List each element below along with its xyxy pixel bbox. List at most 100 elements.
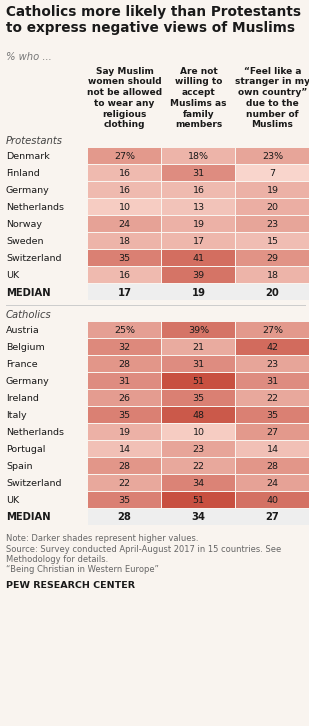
Bar [162, 424, 235, 440]
Text: 24: 24 [118, 220, 130, 229]
Bar [236, 424, 309, 440]
Text: Norway: Norway [6, 220, 42, 229]
Text: Source: Survey conducted April-August 2017 in 15 countries. See: Source: Survey conducted April-August 20… [6, 544, 281, 553]
Text: % who ...: % who ... [6, 52, 52, 62]
Text: MEDIAN: MEDIAN [6, 287, 51, 298]
Bar [88, 284, 309, 300]
Bar [162, 165, 235, 181]
Bar [162, 233, 235, 249]
Text: Catholics: Catholics [6, 310, 52, 320]
Text: 34: 34 [192, 513, 205, 523]
Text: Germany: Germany [6, 377, 50, 386]
Bar [88, 492, 161, 508]
Text: 41: 41 [193, 254, 205, 263]
Bar [236, 492, 309, 508]
Bar [162, 216, 235, 232]
Text: 17: 17 [117, 287, 132, 298]
Text: Switzerland: Switzerland [6, 479, 61, 488]
Text: Netherlands: Netherlands [6, 203, 64, 212]
Text: 35: 35 [193, 394, 205, 403]
Text: Austria: Austria [6, 326, 40, 335]
Text: 29: 29 [266, 254, 278, 263]
Text: Netherlands: Netherlands [6, 428, 64, 437]
Text: 26: 26 [118, 394, 130, 403]
Bar [88, 250, 161, 266]
Bar [88, 216, 161, 232]
Text: Spain: Spain [6, 462, 32, 471]
Text: 31: 31 [266, 377, 278, 386]
Bar [236, 458, 309, 474]
Bar [88, 165, 161, 181]
Text: 21: 21 [193, 343, 205, 352]
Text: 10: 10 [118, 203, 130, 212]
Text: “Being Christian in Western Europe”: “Being Christian in Western Europe” [6, 566, 159, 574]
Text: 19: 19 [118, 428, 130, 437]
Bar [162, 267, 235, 283]
Text: 32: 32 [118, 343, 131, 352]
Text: 27%: 27% [114, 152, 135, 161]
Text: Italy: Italy [6, 411, 27, 420]
Bar [236, 233, 309, 249]
Text: 51: 51 [193, 496, 205, 505]
Text: “Feel like a
stranger in my
own country”
due to the
number of
Muslims: “Feel like a stranger in my own country”… [235, 67, 309, 129]
Text: 14: 14 [266, 445, 278, 454]
Text: 10: 10 [193, 428, 205, 437]
Text: 23: 23 [193, 445, 205, 454]
Bar [88, 424, 161, 440]
Text: 20: 20 [266, 287, 279, 298]
Bar [88, 509, 309, 525]
Bar [162, 390, 235, 406]
Bar [236, 356, 309, 372]
Text: 31: 31 [118, 377, 131, 386]
Text: 28: 28 [118, 360, 130, 369]
Text: 22: 22 [118, 479, 130, 488]
Text: 17: 17 [193, 237, 205, 246]
Bar [162, 250, 235, 266]
Text: Sweden: Sweden [6, 237, 44, 246]
Bar [88, 373, 161, 389]
Text: 13: 13 [193, 203, 205, 212]
Bar [162, 373, 235, 389]
Text: France: France [6, 360, 38, 369]
Text: Switzerland: Switzerland [6, 254, 61, 263]
Text: 19: 19 [193, 220, 205, 229]
Bar [88, 356, 161, 372]
Text: MEDIAN: MEDIAN [6, 513, 51, 523]
Text: Protestants: Protestants [6, 136, 63, 146]
Text: 31: 31 [193, 360, 205, 369]
Text: 42: 42 [266, 343, 278, 352]
Text: 35: 35 [118, 254, 131, 263]
Text: 16: 16 [193, 186, 205, 195]
Text: 23: 23 [266, 220, 278, 229]
Text: 15: 15 [266, 237, 278, 246]
Bar [88, 407, 161, 423]
Bar [162, 148, 235, 164]
Bar [88, 458, 161, 474]
Bar [88, 339, 161, 355]
Text: 27: 27 [266, 428, 278, 437]
Bar [88, 475, 161, 491]
Bar [236, 441, 309, 457]
Bar [236, 339, 309, 355]
Text: 28: 28 [117, 513, 131, 523]
Bar [236, 373, 309, 389]
Text: PEW RESEARCH CENTER: PEW RESEARCH CENTER [6, 581, 135, 590]
Text: 18: 18 [266, 271, 278, 280]
Text: UK: UK [6, 496, 19, 505]
Text: 20: 20 [266, 203, 278, 212]
Text: 16: 16 [118, 169, 130, 178]
Text: 19: 19 [192, 287, 205, 298]
Bar [236, 475, 309, 491]
Text: Say Muslim
women should
not be allowed
to wear any
religious
clothing: Say Muslim women should not be allowed t… [87, 67, 162, 129]
Text: 16: 16 [118, 186, 130, 195]
Bar [88, 199, 161, 215]
Bar [236, 182, 309, 198]
Text: 18%: 18% [188, 152, 209, 161]
Text: Germany: Germany [6, 186, 50, 195]
Bar [236, 199, 309, 215]
Text: 24: 24 [266, 479, 278, 488]
Text: 35: 35 [118, 411, 131, 420]
Bar [88, 267, 161, 283]
Bar [236, 148, 309, 164]
Text: Finland: Finland [6, 169, 40, 178]
